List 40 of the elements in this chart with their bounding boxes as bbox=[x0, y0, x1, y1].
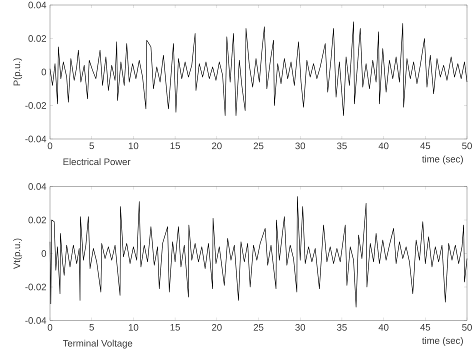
y-tick-label: -0.02 bbox=[25, 102, 46, 109]
x-tick-label: 35 bbox=[337, 142, 347, 150]
y-axis-title: P(p.u.) bbox=[13, 58, 22, 86]
x-tick-label: 50 bbox=[462, 324, 472, 331]
x-tick-label: 20 bbox=[212, 142, 222, 150]
line-series bbox=[50, 21, 468, 116]
x-axis-title: time (sec) bbox=[422, 337, 463, 346]
line-series bbox=[50, 196, 468, 308]
x-tick-label: 40 bbox=[378, 142, 388, 150]
y-tick-label: 0.02 bbox=[28, 216, 46, 224]
x-tick-label: 25 bbox=[254, 324, 264, 331]
x-tick-label: 45 bbox=[420, 142, 430, 150]
x-tick-label: 30 bbox=[295, 324, 306, 331]
x-tick-label: 10 bbox=[128, 324, 138, 331]
x-tick-label: 15 bbox=[170, 142, 180, 150]
y-tick-label: -0.04 bbox=[25, 317, 46, 324]
x-tick-label: 35 bbox=[337, 324, 347, 331]
x-tick-label: 15 bbox=[170, 324, 180, 331]
x-tick-label: 20 bbox=[212, 324, 222, 331]
x-tick-label: 50 bbox=[462, 142, 472, 150]
text: Terminal Voltage bbox=[62, 340, 132, 349]
x-tick-label: 10 bbox=[128, 142, 138, 150]
x-tick-label: 40 bbox=[378, 324, 388, 331]
x-tick-label: 0 bbox=[48, 142, 52, 150]
x-axis-title: time (sec) bbox=[422, 156, 463, 164]
x-tick-label: 5 bbox=[89, 324, 94, 331]
text: Electrical Power bbox=[63, 158, 130, 166]
y-tick-label: 0.02 bbox=[28, 35, 46, 42]
y-tick-label: -0.02 bbox=[25, 284, 46, 290]
x-tick-label: 30 bbox=[295, 142, 306, 150]
y-tick-label: 0 bbox=[42, 250, 46, 257]
x-tick-label: 0 bbox=[48, 324, 52, 331]
x-tick-label: 5 bbox=[89, 142, 94, 150]
x-tick-label: 25 bbox=[254, 142, 264, 150]
y-axis-title: Vt(p.u.) bbox=[13, 238, 22, 269]
x-tick-label: 45 bbox=[420, 324, 430, 331]
y-tick-label: -0.04 bbox=[25, 136, 46, 142]
y-tick-label: 0.04 bbox=[28, 2, 46, 8]
y-tick-label: 0 bbox=[42, 68, 46, 76]
y-tick-label: 0.04 bbox=[28, 183, 46, 190]
